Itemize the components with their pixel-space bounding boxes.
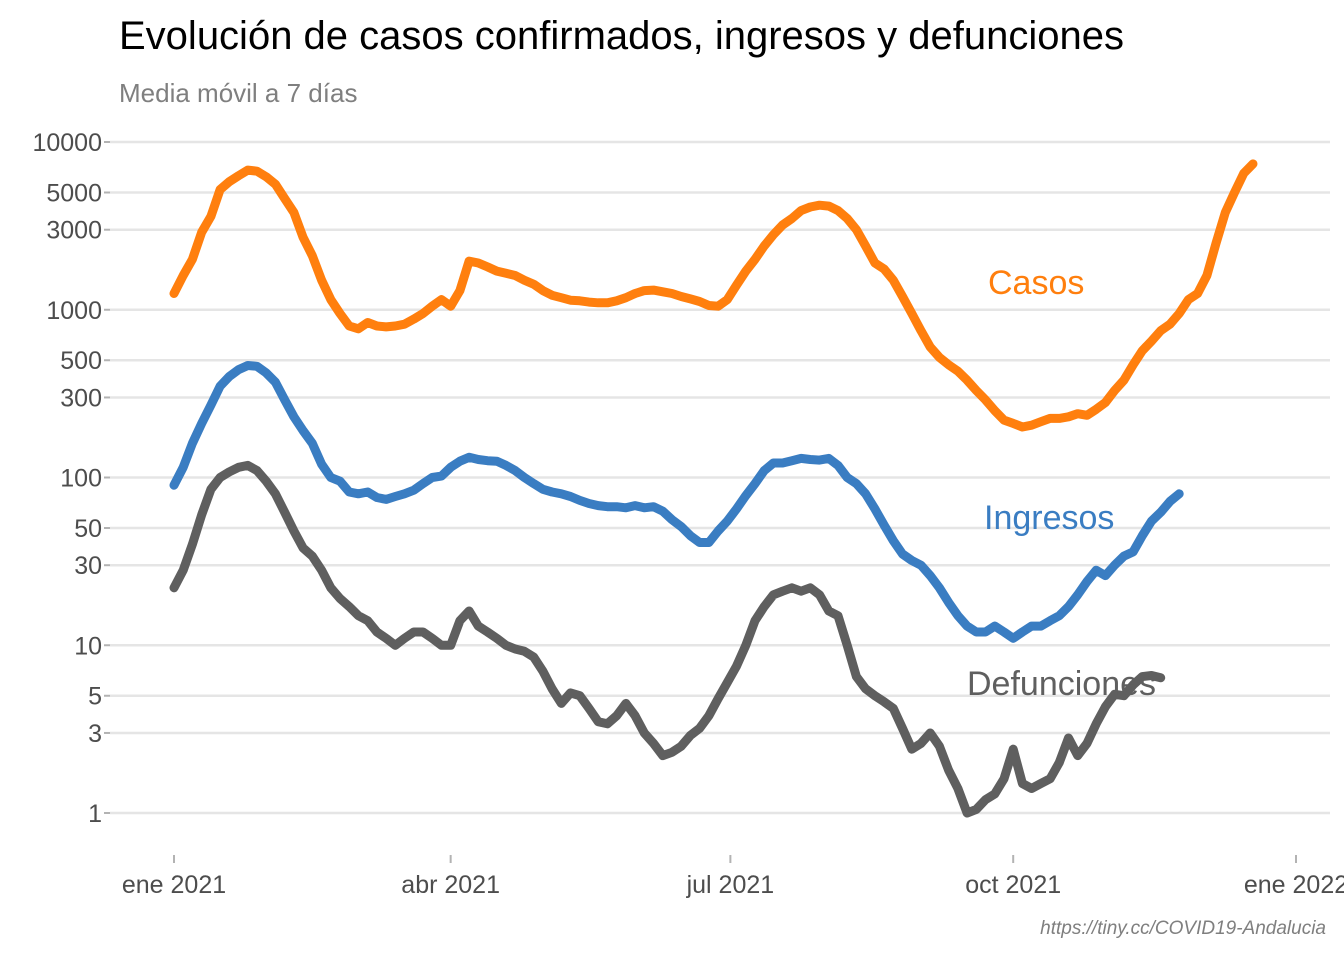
series-line-casos (169, 159, 1258, 432)
series-label-defunciones: Defunciones (967, 665, 1156, 703)
y-axis: 1 3 5 10 30 50 100 300 500 1000 3000 5000 10000 (32, 129, 110, 828)
y-tick-label: 3000 (46, 217, 102, 245)
y-tick-label: 10 (74, 632, 102, 660)
x-tick-label: oct 2021 (965, 871, 1061, 899)
series-labels: Casos Ingresos Defunciones (967, 264, 1156, 703)
y-tick-label: 5000 (46, 179, 102, 207)
y-tick-label: 5 (88, 683, 102, 711)
x-axis: ene 2021 abr 2021 jul 2021 oct 2021 ene 2022 (122, 855, 1344, 899)
chart-subtitle: Media móvil a 7 días (119, 78, 358, 108)
x-tick-label: ene 2022 (1244, 871, 1344, 899)
y-tick-label: 30 (74, 552, 102, 580)
x-tick-label: ene 2021 (122, 871, 226, 899)
y-tick-label: 500 (60, 347, 102, 375)
x-tick-label: abr 2021 (401, 871, 500, 899)
gridlines (110, 140, 1330, 815)
y-tick-label: 1 (88, 800, 102, 828)
y-tick-label: 300 (60, 384, 102, 412)
series-label-casos: Casos (988, 264, 1084, 302)
chart-title: Evolución de casos confirmados, ingresos… (119, 14, 1124, 58)
y-tick-label: 100 (60, 465, 102, 493)
series-lines (169, 159, 1258, 818)
source-caption: https://tiny.cc/COVID19-Andalucia (1040, 918, 1326, 939)
series-line-defunciones (169, 460, 1166, 818)
y-tick-label: 50 (74, 515, 102, 543)
y-tick-label: 1000 (46, 297, 102, 325)
series-line-ingresos (169, 361, 1184, 643)
series-label-ingresos: Ingresos (984, 499, 1114, 537)
x-tick-label: jul 2021 (686, 871, 775, 899)
y-tick-label: 3 (88, 720, 102, 748)
y-tick-label: 10000 (32, 129, 102, 157)
